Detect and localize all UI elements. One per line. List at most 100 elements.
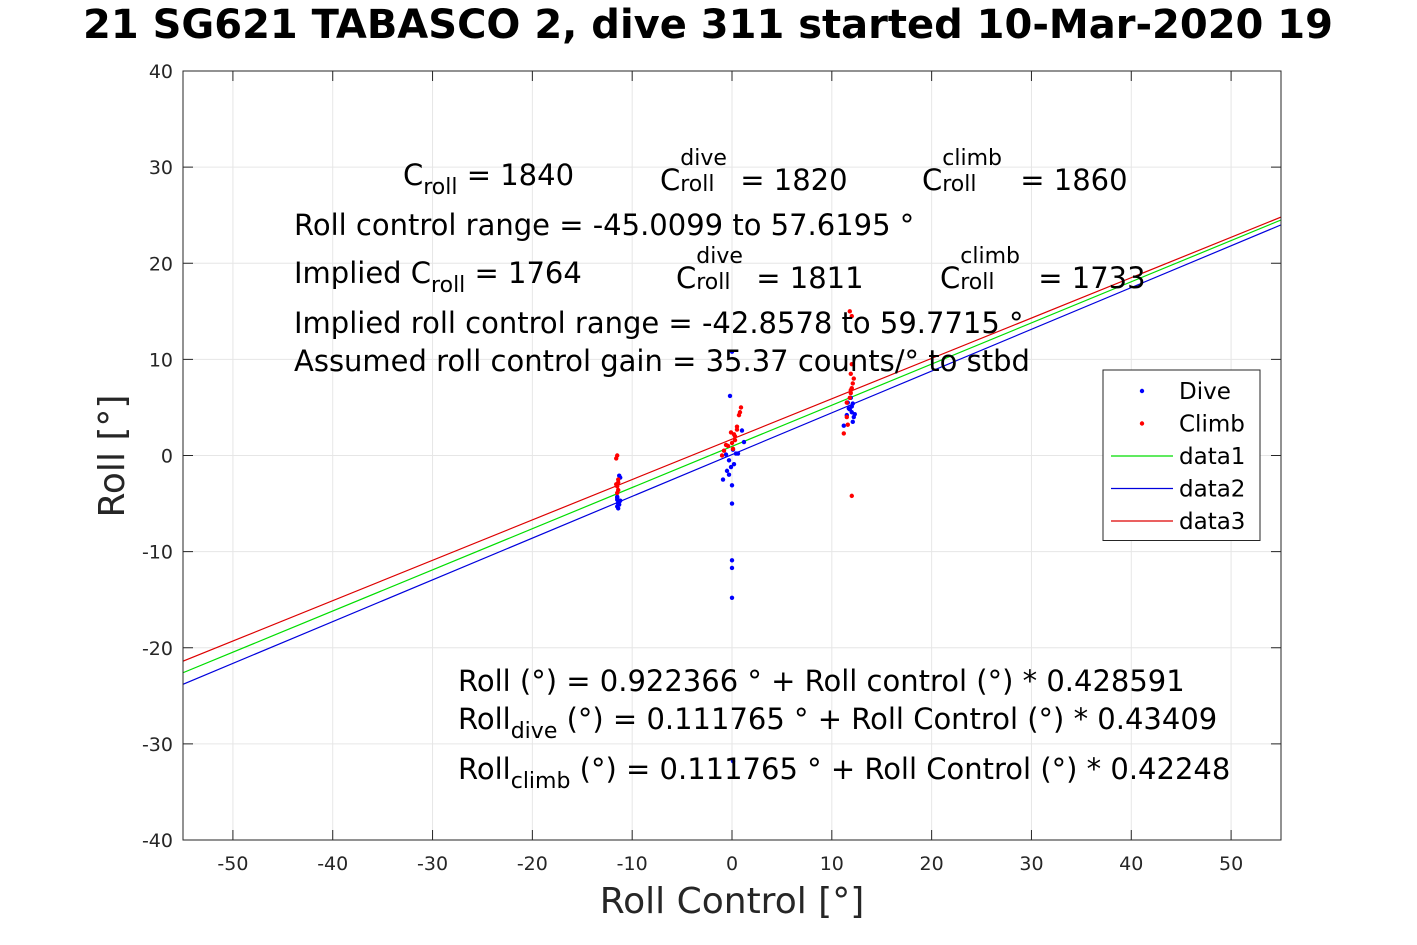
dive-point	[729, 595, 735, 600]
climb-point	[851, 376, 856, 381]
legend-swatch-dive	[1139, 388, 1145, 394]
climb-point	[734, 427, 740, 432]
x-tick-label: -20	[517, 853, 548, 875]
dive-point	[730, 758, 736, 764]
dive-point	[726, 472, 732, 477]
dive-point	[723, 452, 729, 457]
climb-point	[732, 437, 738, 443]
legend-label: Climb	[1179, 412, 1245, 438]
climb-point	[847, 395, 852, 401]
legend-box	[1102, 369, 1261, 541]
legend-label: data3	[1179, 509, 1245, 535]
climb-point	[719, 453, 725, 458]
dive-point	[727, 393, 733, 399]
dive-point	[728, 464, 734, 470]
climb-point	[841, 431, 846, 436]
climb-point	[849, 313, 854, 319]
dive-point	[729, 558, 735, 563]
climb-point	[721, 448, 727, 453]
climb-point	[614, 456, 619, 461]
y-axis-label: Roll [°]	[92, 395, 133, 518]
fit-lines	[183, 216, 1281, 685]
dive-point	[841, 423, 846, 428]
x-tick-label: -50	[217, 853, 248, 875]
x-tick-label: 0	[726, 853, 738, 875]
climb-point	[736, 412, 742, 418]
climb-point	[847, 309, 852, 314]
dive-point	[729, 501, 735, 506]
y-tick-label: -30	[142, 734, 173, 756]
climb-point	[849, 493, 854, 499]
dive-point	[726, 458, 732, 463]
x-tick-label: 40	[1119, 853, 1143, 875]
climb-point	[844, 414, 849, 420]
dive-point	[735, 451, 741, 456]
dive-point	[850, 419, 855, 425]
dive-point	[846, 406, 851, 411]
dive-point	[729, 483, 735, 488]
y-tick-label: -20	[142, 638, 173, 660]
fit-equation-all: Roll (°) = 0.922366 ° + Roll control (°)…	[458, 664, 1185, 698]
x-tick-label: 20	[920, 853, 944, 875]
legend: Dive Climb data1 data2 data3	[1102, 369, 1261, 541]
y-tick-label: 20	[149, 253, 173, 275]
roll-control-range: Roll control range = -45.0099 to 57.6195…	[294, 208, 915, 242]
dive-point	[739, 428, 745, 433]
climb-point	[729, 440, 735, 446]
y-tick-label: 30	[149, 157, 173, 179]
climb-point	[850, 381, 855, 386]
data-points	[614, 309, 857, 764]
y-tick-label: 40	[149, 61, 173, 83]
climb-point	[738, 405, 744, 410]
legend-label: data1	[1179, 444, 1245, 470]
dive-point	[615, 495, 620, 500]
dive-point	[618, 498, 623, 503]
dive-point	[850, 401, 855, 406]
x-axis-label: Roll Control [°]	[600, 881, 865, 922]
dive-point	[731, 461, 737, 467]
legend-swatch-climb	[1139, 421, 1145, 426]
climb-point	[848, 387, 853, 393]
fit-equation-climb: Rollclimb (°) = 0.111765 ° + Roll Contro…	[458, 752, 1231, 794]
legend-label: data2	[1179, 477, 1245, 503]
y-tick-label: 0	[161, 446, 173, 468]
climb-point	[848, 371, 853, 376]
legend-label: Dive	[1179, 379, 1231, 405]
x-tick-label: 10	[820, 853, 844, 875]
x-tick-label: 50	[1219, 853, 1243, 875]
chart-title: 21 SG621 TABASCO 2, dive 311 started 10-…	[83, 2, 1333, 48]
climb-point	[844, 400, 849, 405]
dive-point	[720, 477, 726, 482]
climb-point	[615, 490, 620, 496]
axis-ticks: -50 -40 -30 -20 -10 0 10 20 30 40 50 -40 -30 -20 -10 0 1…	[142, 61, 1281, 875]
dive-point	[729, 349, 735, 354]
dive-point	[852, 411, 857, 417]
climb-point	[723, 442, 729, 448]
climb-point	[849, 361, 854, 367]
dive-point	[741, 439, 747, 445]
climb-point	[616, 477, 621, 482]
fit-line-data3	[183, 216, 1281, 662]
x-tick-label: -40	[317, 853, 348, 875]
x-tick-label: -30	[417, 853, 448, 875]
x-tick-label: 30	[1019, 853, 1043, 875]
implied-c-roll-annotation: Implied Croll = 1764	[294, 256, 582, 298]
climb-point	[730, 446, 736, 451]
y-tick-label: -40	[142, 830, 173, 852]
dive-point	[724, 468, 730, 474]
climb-point	[845, 422, 850, 427]
dive-point	[729, 565, 735, 571]
c-roll-annotation: Croll = 1840	[403, 158, 575, 200]
assumed-gain: Assumed roll control gain = 35.37 counts…	[294, 344, 1030, 378]
x-tick-label: -10	[617, 853, 648, 875]
climb-point	[731, 432, 737, 437]
fit-equation-dive: Rolldive (°) = 0.111765 ° + Roll Control…	[458, 702, 1218, 744]
y-tick-label: -10	[142, 542, 173, 564]
fit-line-data1	[183, 219, 1281, 674]
fit-line-data2	[183, 224, 1281, 685]
